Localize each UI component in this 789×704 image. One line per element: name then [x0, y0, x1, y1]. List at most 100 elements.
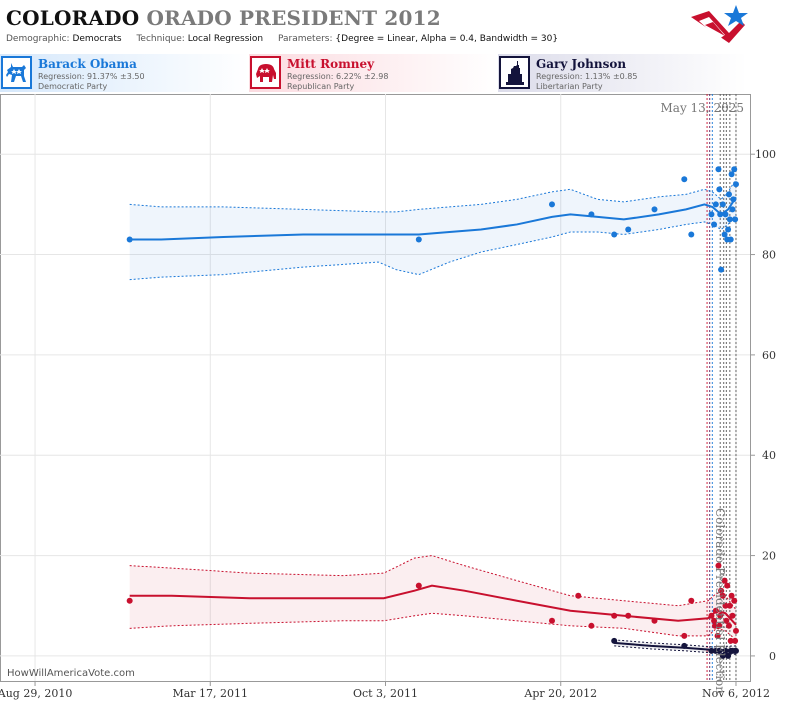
poll-point-obama [728, 171, 735, 178]
candidate-obama[interactable]: Barack Obama Regression: 91.37% ±3.50 De… [0, 54, 249, 92]
poll-point-johnson [719, 652, 726, 659]
poll-point-obama [716, 186, 723, 193]
y-tick-label: 60 [762, 349, 776, 362]
poll-point-romney [728, 592, 735, 599]
x-tick-label: Mar 17, 2011 [172, 687, 248, 700]
confidence-bands [129, 179, 737, 655]
poll-point-romney [732, 627, 739, 634]
band-lower-johnson [614, 645, 737, 655]
poll-point-obama [722, 211, 729, 218]
x-tick-label: Apr 20, 2012 [523, 687, 597, 700]
y-tick-label: 0 [769, 650, 776, 663]
poll-point-obama [731, 166, 738, 173]
poll-point-obama [725, 226, 732, 233]
poll-point-romney [719, 592, 726, 599]
y-tick-label: 100 [755, 148, 776, 161]
parameters-line: Demographic: Democrats Technique: Local … [6, 34, 558, 44]
poll-point-obama [732, 216, 739, 223]
poll-point-romney [714, 632, 721, 639]
poll-point-obama [681, 176, 688, 183]
poll-point-romney [718, 587, 725, 594]
poll-point-obama [721, 231, 728, 238]
poll-point-johnson [708, 647, 715, 654]
poll-point-obama [126, 236, 133, 243]
poll-point-romney [712, 607, 719, 614]
site-credit[interactable]: HowWillAmericaVote.com [7, 668, 135, 679]
header: COLORADO ORADO PRESIDENT 2012 Demographi… [0, 0, 789, 51]
poll-point-romney [126, 597, 133, 604]
poll-point-romney [711, 617, 718, 624]
poll-point-obama [717, 211, 724, 218]
elephant-icon [250, 56, 281, 89]
poll-point-obama [588, 211, 595, 218]
poll-point-romney [721, 577, 728, 584]
poll-point-obama [708, 211, 715, 218]
candidate-party: Democratic Party [38, 82, 108, 91]
poll-point-romney [715, 562, 722, 569]
poll-point-johnson [716, 647, 723, 654]
poll-point-romney [625, 612, 632, 619]
poll-point-obama [730, 196, 737, 203]
band-upper-obama [129, 179, 737, 213]
technique-label: Technique: [136, 34, 185, 44]
poll-point-obama [719, 201, 726, 208]
poll-point-obama [611, 231, 618, 238]
poll-point-obama [732, 181, 739, 188]
liberty-statue-icon [499, 56, 530, 89]
y-axis-ticks: 0 20 40 60 80 100 [750, 148, 776, 663]
poll-point-romney [723, 617, 730, 624]
candidate-party: Republican Party [287, 82, 355, 91]
plot-frame [0, 94, 751, 682]
demographic-label: Demographic: [6, 34, 70, 44]
y-tick-label: 40 [762, 449, 776, 462]
candidate-name: Gary Johnson [536, 57, 627, 71]
poll-point-romney [716, 622, 723, 629]
candidate-bar: Barack Obama Regression: 91.37% ±3.50 De… [0, 52, 789, 94]
trend-line-obama [129, 196, 737, 241]
poll-point-romney [725, 622, 732, 629]
poll-point-obama [688, 231, 695, 238]
poll-point-obama [726, 216, 733, 223]
technique-value: Local Regression [187, 34, 264, 44]
poll-point-johnson [611, 637, 618, 644]
poll-point-johnson [681, 642, 688, 649]
band-obama [129, 179, 736, 280]
title-race: ORADO PRESIDENT 2012 [146, 6, 441, 30]
poll-point-romney [717, 612, 724, 619]
poll-point-romney [731, 597, 738, 604]
page-title: COLORADO ORADO PRESIDENT 2012 [6, 6, 441, 30]
poll-point-obama [711, 221, 718, 228]
x-tick-label: Nov 6, 2012 [702, 687, 770, 700]
poll-point-obama [725, 191, 732, 198]
poll-point-romney [729, 612, 736, 619]
poll-point-romney [575, 592, 582, 599]
candidate-romney[interactable]: Mitt Romney Regression: 6.22% ±2.98 Repu… [249, 54, 498, 92]
poll-point-obama [651, 206, 658, 213]
y-tick-label: 80 [762, 249, 776, 262]
x-axis-ticks: Aug 29, 2010 Mar 17, 2011 Oct 3, 2011 Apr 2… [0, 681, 770, 700]
poll-point-obama [415, 236, 422, 243]
candidate-party: Libertarian Party [536, 82, 603, 91]
poll-point-romney [722, 602, 729, 609]
candidate-regression: Regression: 6.22% ±2.98 [287, 72, 389, 81]
poll-point-romney [548, 617, 555, 624]
candidate-johnson[interactable]: Gary Johnson Regression: 1.13% ±0.85 Lib… [498, 54, 747, 92]
poll-point-romney [651, 617, 658, 624]
election-label: Colorado Presidential Election [713, 508, 727, 694]
x-tick-label: Oct 3, 2011 [353, 687, 418, 700]
poll-point-obama [625, 226, 632, 233]
poll-point-romney [681, 632, 688, 639]
grid [0, 94, 750, 681]
poll-point-obama [712, 201, 719, 208]
candidate-name: Mitt Romney [287, 57, 375, 71]
parameters-label: Parameters: [277, 34, 333, 44]
x-tick-label: Aug 29, 2010 [0, 687, 72, 700]
candidate-regression: Regression: 91.37% ±3.50 [38, 72, 145, 81]
poll-point-romney [688, 597, 695, 604]
band-romney [129, 555, 736, 640]
poll-point-romney [732, 637, 739, 644]
star-flag-logo-icon[interactable] [689, 3, 749, 47]
poll-point-romney [708, 612, 715, 619]
candidate-regression: Regression: 1.13% ±0.85 [536, 72, 638, 81]
band-lower-romney [129, 612, 737, 641]
